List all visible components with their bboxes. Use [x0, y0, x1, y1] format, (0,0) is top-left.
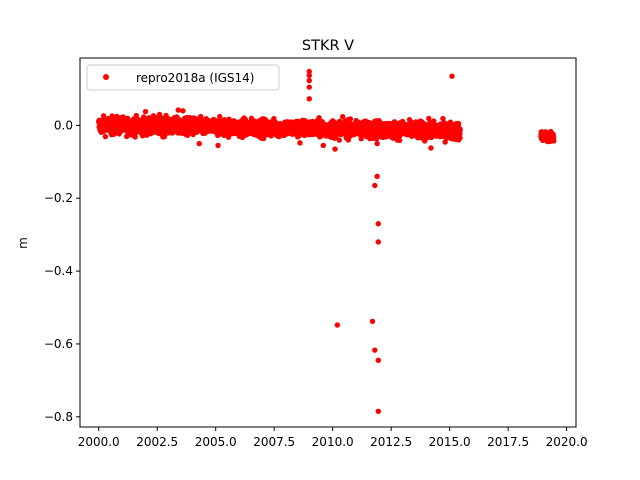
- legend-entry-label: repro2018a (IGS14): [136, 71, 254, 85]
- data-point: [175, 107, 181, 113]
- data-point: [334, 322, 341, 328]
- data-point: [132, 134, 138, 140]
- data-point: [375, 239, 382, 245]
- y-tick-label: −0.4: [44, 264, 73, 278]
- data-point: [306, 68, 312, 75]
- data-point: [180, 108, 186, 114]
- data-point: [426, 115, 432, 122]
- data-point: [375, 357, 382, 364]
- data-point: [396, 137, 403, 144]
- data-point: [187, 114, 193, 121]
- data-point: [196, 140, 203, 147]
- data-point: [102, 133, 109, 140]
- data-point: [306, 72, 312, 79]
- data-point: [100, 113, 107, 119]
- data-point: [215, 142, 221, 149]
- data-point: [316, 115, 322, 121]
- y-tick-label: 0.0: [54, 118, 73, 132]
- x-tick-label: 2010.0: [312, 435, 354, 449]
- data-point: [225, 134, 232, 140]
- data-point: [374, 173, 380, 180]
- data-point: [372, 347, 378, 353]
- x-tick-label: 2002.5: [136, 435, 178, 449]
- data-point: [551, 138, 557, 144]
- data-point: [339, 114, 346, 120]
- legend: repro2018a (IGS14): [86, 64, 280, 91]
- data-point: [375, 408, 382, 415]
- data-point: [457, 135, 463, 141]
- data-point: [372, 182, 378, 189]
- x-tick-label: 2017.5: [487, 435, 529, 449]
- data-point: [449, 73, 455, 79]
- x-tick-label: 2015.0: [429, 435, 471, 449]
- data-point: [320, 142, 327, 149]
- data-point: [306, 77, 312, 84]
- x-tick-label: 2020.0: [546, 435, 588, 449]
- data-point: [347, 116, 354, 122]
- data-point: [306, 84, 312, 90]
- y-axis-label: m: [16, 237, 30, 249]
- data-point: [375, 221, 382, 227]
- data-point: [185, 132, 191, 138]
- data-point: [431, 118, 437, 124]
- data-point: [455, 121, 462, 128]
- data-point: [369, 318, 376, 325]
- data-point: [217, 113, 223, 120]
- data-point: [156, 111, 163, 118]
- x-axis: 2000.0 2002.5 2005.0 2007.5 2010.0 2012.5 2015…: [78, 427, 588, 449]
- data-point: [336, 137, 343, 143]
- plot-frame: [79, 57, 577, 428]
- data-point: [428, 145, 434, 151]
- data-point: [440, 115, 446, 122]
- points-layer: [96, 68, 557, 415]
- data-point: [142, 108, 149, 115]
- legend-marker: [103, 74, 109, 80]
- data-point: [332, 146, 338, 152]
- legend-box: [86, 64, 280, 91]
- data-point: [306, 96, 312, 102]
- data-point: [297, 140, 303, 146]
- data-point: [163, 112, 169, 119]
- x-tick-label: 2012.5: [370, 435, 412, 449]
- x-tick-label: 2005.0: [195, 435, 237, 449]
- data-point: [457, 126, 463, 133]
- y-tick-label: −0.8: [44, 410, 73, 424]
- x-tick-label: 2000.0: [78, 435, 120, 449]
- data-point: [550, 134, 557, 140]
- data-point: [260, 135, 267, 142]
- y-tick-label: −0.6: [44, 337, 73, 351]
- y-tick-label: −0.2: [44, 191, 73, 205]
- data-point: [374, 140, 380, 147]
- data-point: [161, 133, 168, 140]
- y-axis: 0.0 −0.2 −0.4 −0.6 −0.8: [44, 118, 80, 424]
- x-tick-label: 2007.5: [253, 435, 295, 449]
- chart-title: STKR V: [302, 38, 354, 54]
